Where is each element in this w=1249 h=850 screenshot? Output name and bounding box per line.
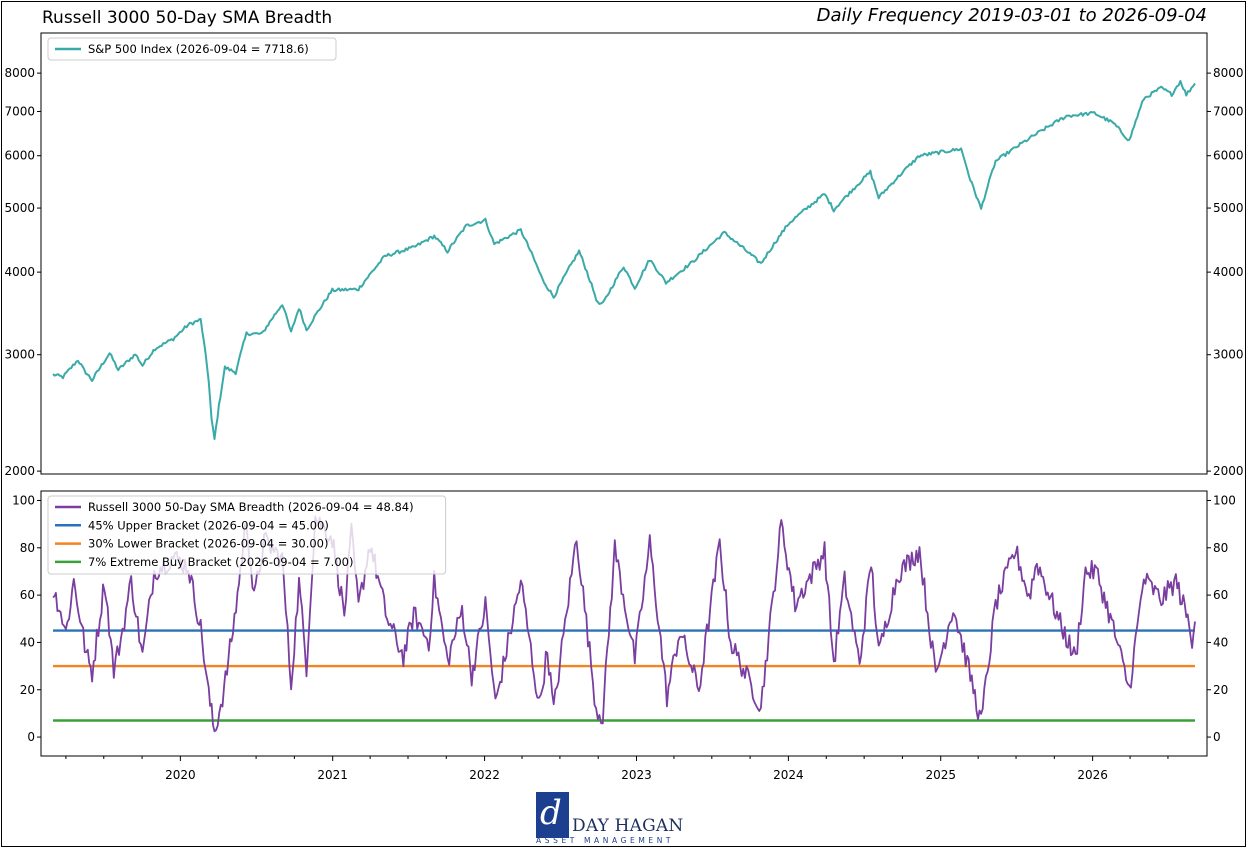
breadth-ytick-label-right: 0: [1213, 730, 1221, 744]
xtick-label: 2022: [469, 768, 500, 782]
sp500-ytick-label-right: 3000: [1213, 348, 1244, 362]
sp500-ytick-label-left: 2000: [4, 464, 35, 478]
logo-mark-icon: d: [536, 792, 569, 838]
xtick-label: 2023: [621, 768, 652, 782]
breadth-ytick-label-right: 80: [1213, 541, 1228, 555]
chart-subtitle: Daily Frequency 2019-03-01 to 2026-09-04: [816, 5, 1207, 26]
sp500-axis-ticks: 2000 2000 3000 3000 4000 4000 5000 5000 6000 6000…: [4, 66, 1243, 478]
sp500-legend-label: S&P 500 Index (2026-09-04 = 7718.6): [88, 42, 309, 56]
chart-title: Russell 3000 50-Day SMA Breadth: [42, 8, 333, 28]
sp500-ytick-label-right: 5000: [1213, 201, 1244, 215]
logo-tagline: ASSET MANAGEMENT: [536, 836, 675, 845]
breadth-plot-frame: [40, 490, 1208, 757]
sp500-plot-frame: [40, 32, 1208, 475]
breadth-ytick-label-left: 100: [12, 493, 35, 507]
breadth-ytick-label-right: 60: [1213, 588, 1228, 602]
breadth-ytick-label-right: 100: [1213, 493, 1236, 507]
xtick-label: 2021: [317, 768, 348, 782]
breadth-ytick-label-right: 20: [1213, 683, 1228, 697]
breadth-ytick-label-left: 40: [20, 635, 35, 649]
breadth-ytick-label-left: 20: [20, 683, 35, 697]
xtick-label: 2020: [165, 768, 196, 782]
sp500-ytick-label-left: 4000: [4, 265, 35, 279]
logo-name: DAY HAGAN: [572, 816, 684, 836]
breadth-legend: Russell 3000 50-Day SMA Breadth (2026-09…: [47, 495, 447, 575]
sp500-series: [52, 80, 1196, 440]
sp500-ytick-label-left: 5000: [4, 201, 35, 215]
sp500-ytick-label-right: 7000: [1213, 104, 1244, 118]
xtick-label: 2026: [1077, 768, 1108, 782]
breadth-legend-label: 45% Upper Bracket (2026-09-04 = 45.00): [88, 518, 329, 532]
breadth-legend-label: 30% Lower Bracket (2026-09-04 = 30.00): [88, 537, 328, 551]
sp500-legend-box: [47, 37, 337, 61]
breadth-ytick-label-left: 80: [20, 541, 35, 555]
breadth-legend-label: 7% Extreme Buy Bracket (2026-09-04 = 7.0…: [88, 555, 353, 569]
sp500-panel: 2000 2000 3000 3000 4000 4000 5000 5000 6000 6000…: [4, 32, 1244, 478]
sp500-ytick-label-left: 6000: [4, 149, 35, 163]
sp500-line: [52, 80, 1196, 440]
sp500-legend: S&P 500 Index (2026-09-04 = 7718.6): [47, 37, 337, 61]
sp500-ytick-label-right: 6000: [1213, 149, 1244, 163]
sp500-ytick-label-left: 3000: [4, 348, 35, 362]
xtick-label: 2024: [773, 768, 804, 782]
sp500-ytick-label-left: 7000: [4, 104, 35, 118]
breadth-legend-box: [47, 495, 447, 575]
breadth-ytick-label-left: 0: [27, 730, 35, 744]
xtick-label: 2025: [925, 768, 956, 782]
sp500-ytick-label-right: 4000: [1213, 265, 1244, 279]
sp500-ytick-label-left: 8000: [4, 66, 35, 80]
breadth-legend-label: Russell 3000 50-Day SMA Breadth (2026-09…: [88, 500, 414, 514]
sp500-ytick-label-right: 2000: [1213, 464, 1244, 478]
breadth-ytick-label-right: 40: [1213, 635, 1228, 649]
breadth-ytick-label-left: 60: [20, 588, 35, 602]
day-hagan-logo: d DAY HAGAN ASSET MANAGEMENT: [536, 792, 686, 845]
sp500-ytick-label-right: 8000: [1213, 66, 1244, 80]
